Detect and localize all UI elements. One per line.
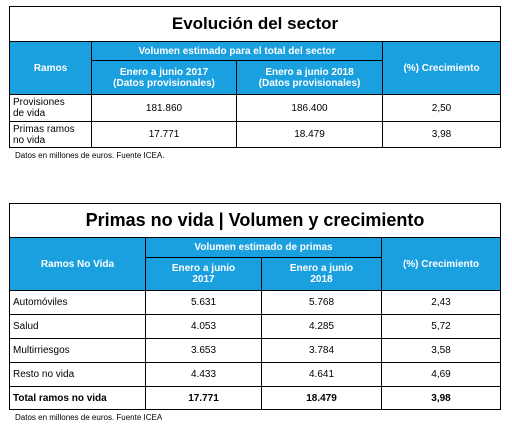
column-header-2017: Enero a junio 2017: [145, 257, 262, 291]
source-note: Datos en millones de euros. Fuente ICEA: [15, 413, 163, 422]
column-header-2018: Enero a junio 2018 (Datos provisionales): [236, 60, 383, 95]
row-label: Resto no vida: [9, 362, 146, 387]
total-row: Total ramos no vida 17.771 18.479 3,98: [9, 386, 501, 410]
table-row: Provisiones de vida 181.860 186.400 2,50: [9, 94, 502, 122]
value-2018: 5.768: [261, 290, 382, 315]
group-header-volume: Volumen estimado de primas: [145, 237, 382, 258]
value-2017: 17.771: [145, 386, 262, 410]
growth-value: 3,58: [381, 338, 501, 363]
table-title: Primas no vida | Volumen y crecimiento: [9, 203, 501, 238]
non-life-premiums-table: Primas no vida | Volumen y crecimiento R…: [9, 203, 501, 410]
table-row: Multirriesgos 3.653 3.784 3,58: [9, 338, 501, 363]
value-2017: 5.631: [145, 290, 262, 315]
table-row: Salud 4.053 4.285 5,72: [9, 314, 501, 339]
column-header-2017: Enero a junio 2017 (Datos provisionales): [91, 60, 237, 95]
source-note: Datos en millones de euros. Fuente ICEA.: [15, 151, 165, 160]
column-header-ramos: Ramos: [9, 41, 92, 95]
table-title: Evolución del sector: [8, 6, 502, 42]
label-line: Primas ramos: [13, 123, 75, 135]
header-line: Enero a junio 2018: [265, 66, 354, 78]
growth-value: 2,50: [381, 94, 502, 122]
label-line: no vida: [13, 134, 46, 146]
table-row: Resto no vida 4.433 4.641 4,69: [9, 362, 501, 387]
value-2018: 4.641: [261, 362, 382, 387]
table-row: Primas ramos no vida 17.771 18.479 3,98: [9, 121, 502, 148]
growth-value: 2,43: [381, 290, 501, 315]
row-label: Salud: [9, 314, 146, 339]
header-line: Enero a junio: [289, 263, 354, 274]
value-2018: 18.479: [236, 121, 383, 148]
growth-value: 5,72: [381, 314, 501, 339]
growth-value: 3,98: [381, 386, 501, 410]
value-2018: 18.479: [261, 386, 382, 410]
value-2017: 181.860: [91, 94, 237, 122]
header-line: Enero a junio 2017: [119, 66, 209, 78]
row-label: Total ramos no vida: [9, 386, 146, 410]
value-2018: 4.285: [261, 314, 382, 339]
growth-value: 3,98: [381, 121, 502, 148]
sector-evolution-table: Evolución del sector Ramos Volumen estim…: [8, 6, 502, 148]
label-line: Provisiones: [13, 97, 65, 108]
value-2017: 4.433: [145, 362, 262, 387]
table-row: Automóviles 5.631 5.768 2,43: [9, 290, 501, 315]
header-line: Enero a junio: [171, 263, 236, 274]
growth-value: 4,69: [381, 362, 501, 387]
column-header-2018: Enero a junio 2018: [261, 257, 382, 291]
header-line: 2018: [310, 274, 333, 285]
group-header-volume: Volumen estimado para el total del secto…: [91, 41, 383, 61]
header-line: 2017: [192, 274, 215, 285]
column-header-ramos: Ramos No Vida: [9, 237, 146, 291]
column-header-growth: (%) Crecimiento: [381, 41, 502, 95]
row-label: Multirriesgos: [9, 338, 146, 363]
value-2017: 17.771: [91, 121, 237, 148]
value-2018: 3.784: [261, 338, 382, 363]
row-label: Provisiones de vida: [9, 94, 92, 122]
row-label: Primas ramos no vida: [9, 121, 92, 148]
header-line: (Datos provisionales): [258, 77, 361, 89]
value-2017: 3.653: [145, 338, 262, 363]
header-line: (Datos provisionales): [113, 77, 215, 89]
row-label: Automóviles: [9, 290, 146, 315]
value-2017: 4.053: [145, 314, 262, 339]
label-line: de vida: [13, 108, 46, 119]
value-2018: 186.400: [236, 94, 383, 122]
column-header-growth: (%) Crecimiento: [381, 237, 501, 291]
